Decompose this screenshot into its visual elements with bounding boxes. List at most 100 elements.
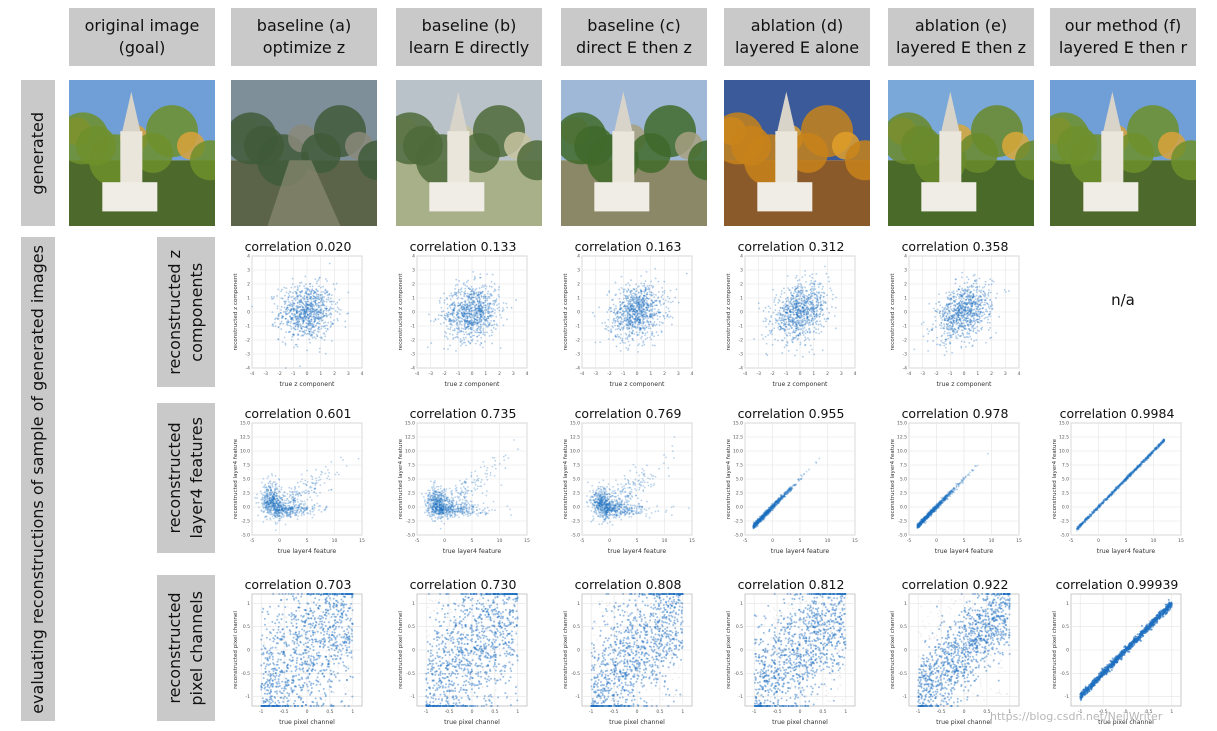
scatter-point xyxy=(298,320,301,323)
scatter-point xyxy=(455,323,458,326)
scatter-point xyxy=(784,306,787,309)
scatter-point xyxy=(472,313,475,316)
scatter-point xyxy=(299,301,301,304)
scatter-point xyxy=(645,306,648,309)
scatter-point xyxy=(631,308,633,311)
scatter-point xyxy=(794,327,797,330)
scatter-point xyxy=(631,304,633,307)
scatter-point xyxy=(434,318,437,321)
scatter-point xyxy=(304,332,307,335)
scatter-point xyxy=(966,319,969,322)
scatter-point xyxy=(648,310,651,313)
scatter-point xyxy=(802,306,804,308)
scatter-points xyxy=(251,262,350,369)
scatter-point xyxy=(643,303,646,306)
scatter-point xyxy=(798,290,801,293)
scatter-point xyxy=(317,306,320,309)
scatter-point xyxy=(285,308,288,310)
scatter-point xyxy=(641,304,644,307)
scatter-point xyxy=(647,306,650,309)
scatter-point xyxy=(946,303,948,306)
y-tick-label: 10.0 xyxy=(240,449,250,455)
scatter-point xyxy=(277,491,280,493)
scatter-point xyxy=(643,308,646,311)
correlation-title: correlation 0.358 xyxy=(885,239,1025,254)
scatter-point xyxy=(476,300,479,302)
scatter-point xyxy=(953,327,956,330)
scatter-point xyxy=(639,321,641,323)
scatter-point xyxy=(778,328,781,331)
scatter-point xyxy=(663,302,666,305)
scatter-point xyxy=(299,306,302,308)
scatter-point xyxy=(470,297,473,300)
scatter-point xyxy=(946,332,949,335)
scatter-point xyxy=(799,317,802,320)
scatter-point xyxy=(456,331,459,334)
scatter-point xyxy=(637,303,640,305)
scatter-point xyxy=(792,337,795,340)
scatter-point xyxy=(964,306,967,309)
scatter-point xyxy=(636,314,639,316)
scatter-point xyxy=(954,312,957,315)
scatter-point xyxy=(947,309,950,312)
scatter-point xyxy=(609,329,612,332)
scatter-point xyxy=(765,325,768,328)
scatter-point xyxy=(451,302,454,305)
scatter-point xyxy=(795,323,798,326)
scatter-point xyxy=(792,296,795,299)
scatter-point xyxy=(813,310,816,313)
scatter-point xyxy=(469,336,472,339)
scatter-point xyxy=(958,318,961,321)
scatter-point xyxy=(310,318,313,321)
scatter-point xyxy=(300,299,302,302)
scatter-point xyxy=(312,323,315,326)
scatter-point xyxy=(308,320,311,323)
scatter-point xyxy=(632,298,635,301)
scatter-point xyxy=(303,312,306,315)
scatter-point xyxy=(317,294,320,296)
scatter-point xyxy=(808,298,811,301)
scatter-point xyxy=(451,311,454,314)
scatter-point xyxy=(783,307,786,310)
scatter-point xyxy=(952,310,955,313)
scatter-point xyxy=(807,308,810,310)
scatter-point xyxy=(809,330,811,333)
scatter-point xyxy=(460,320,463,322)
scatter-point xyxy=(646,304,648,307)
scatter-point xyxy=(814,280,817,282)
scatter-point xyxy=(310,311,313,314)
scatter-point xyxy=(633,310,636,313)
scatter-point xyxy=(458,323,461,326)
scatter-point xyxy=(640,291,643,293)
scatter-point xyxy=(606,311,609,313)
scatter-point xyxy=(464,284,467,287)
scatter-point xyxy=(426,346,429,349)
scatter-point xyxy=(639,289,642,292)
scatter-point xyxy=(811,306,814,309)
scatter-point xyxy=(470,290,472,293)
scatter-point xyxy=(471,322,474,325)
scatter-point xyxy=(619,311,621,314)
scatter-point xyxy=(650,291,653,294)
scatter-point xyxy=(314,310,317,312)
scatter-point xyxy=(467,319,469,322)
scatter-point xyxy=(950,328,953,331)
scatter-point xyxy=(970,284,973,287)
scatter-point xyxy=(949,320,952,323)
scatter-point xyxy=(636,286,639,288)
scatter-point xyxy=(638,316,640,319)
scatter-point xyxy=(626,319,629,321)
scatter-point xyxy=(283,286,286,289)
scatter-point xyxy=(650,298,653,301)
scatter-point xyxy=(303,285,306,288)
scatter-point xyxy=(941,319,944,321)
scatter-point xyxy=(466,319,468,322)
scatter-point xyxy=(626,305,628,308)
scatter-point xyxy=(464,328,466,331)
scatter-point xyxy=(803,317,806,320)
scatter-point xyxy=(638,307,641,309)
scatter-point xyxy=(640,299,643,301)
scatter-point xyxy=(469,342,472,345)
scatter-point xyxy=(800,315,802,318)
